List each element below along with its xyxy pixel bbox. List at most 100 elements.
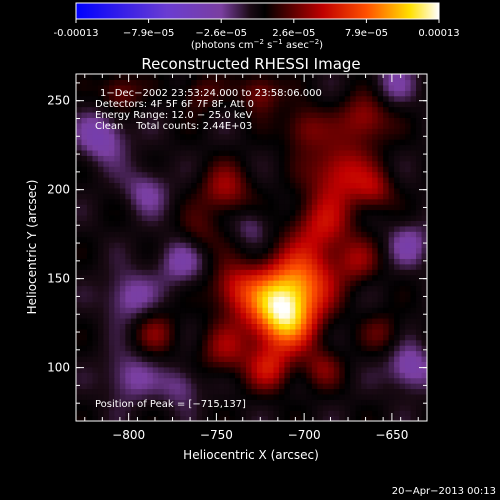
- heatmap-cell: [366, 280, 373, 287]
- heatmap-cell: [76, 149, 83, 156]
- heatmap-cell: [416, 166, 423, 173]
- heatmap-cell: [152, 290, 159, 297]
- heatmap-cell: [213, 236, 220, 243]
- heatmap-cell: [86, 377, 94, 384]
- heatmap-cell: [355, 166, 362, 173]
- heatmap-cell: [235, 111, 242, 118]
- heatmap-cell: [202, 106, 209, 113]
- heatmap-cell: [256, 177, 264, 184]
- heatmap-cell: [141, 193, 148, 200]
- heatmap-cell: [289, 128, 296, 135]
- heatmap-cell: [372, 84, 379, 91]
- heatmap-cell: [246, 393, 253, 400]
- heatmap-cell: [213, 171, 220, 178]
- heatmap-cell: [114, 377, 121, 384]
- heatmap-cell: [355, 79, 362, 86]
- heatmap-cell: [421, 415, 427, 421]
- heatmap-cell: [278, 269, 286, 276]
- heatmap-cell: [388, 334, 395, 341]
- heatmap-cell: [235, 361, 242, 368]
- heatmap-cell: [114, 404, 121, 411]
- heatmap-cell: [169, 372, 176, 379]
- heatmap-cell: [196, 101, 203, 108]
- heatmap-cell: [92, 166, 99, 173]
- heatmap-cell: [333, 220, 340, 227]
- heatmap-cell: [383, 280, 390, 287]
- heatmap-cell: [410, 177, 417, 184]
- heatmap-cell: [366, 193, 373, 200]
- heatmap-cell: [377, 225, 384, 232]
- heatmap-cell: [317, 280, 324, 287]
- heatmap-cell: [218, 317, 225, 325]
- heatmap-cell: [147, 122, 154, 129]
- heatmap-cell: [213, 296, 220, 303]
- heatmap-cell: [141, 95, 148, 102]
- heatmap-cell: [136, 214, 143, 221]
- heatmap-cell: [361, 345, 368, 352]
- heatmap-cell: [169, 193, 176, 200]
- heatmap-cell: [366, 74, 373, 81]
- heatmap-cell: [103, 117, 110, 124]
- heatmap-cell: [108, 225, 115, 232]
- heatmap-cell: [344, 144, 351, 151]
- heatmap-cell: [289, 133, 296, 140]
- heatmap-cell: [333, 139, 340, 146]
- heatmap-cell: [421, 301, 427, 308]
- heatmap-cell: [158, 242, 165, 249]
- heatmap-cell: [256, 404, 264, 411]
- heatmap-cell: [416, 128, 423, 135]
- heatmap-cell: [273, 155, 280, 162]
- heatmap-cell: [399, 182, 406, 189]
- heatmap-cell: [158, 111, 165, 118]
- heatmap-cell: [284, 404, 291, 411]
- heatmap-cell: [311, 383, 318, 390]
- heatmap-cell: [163, 160, 170, 167]
- heatmap-cell: [317, 323, 324, 330]
- heatmap-cell: [273, 269, 280, 276]
- heatmap-cell: [86, 155, 94, 162]
- heatmap-cell: [311, 280, 318, 287]
- heatmap-cell: [278, 290, 286, 297]
- heatmap-cell: [394, 101, 401, 108]
- heatmap-cell: [196, 312, 203, 319]
- heatmap-cell: [405, 274, 412, 281]
- heatmap-cell: [339, 377, 346, 384]
- heatmap-cell: [322, 84, 329, 91]
- heatmap-cell: [163, 366, 170, 373]
- heatmap-cell: [366, 285, 373, 292]
- heatmap-cell: [191, 149, 198, 156]
- heatmap-cell: [328, 334, 335, 341]
- heatmap-cell: [410, 101, 417, 108]
- heatmap-cell: [267, 404, 275, 411]
- heatmap-cell: [300, 79, 307, 86]
- heatmap-cell: [399, 242, 406, 249]
- heatmap-cell: [163, 111, 170, 118]
- heatmap-cell: [114, 350, 121, 357]
- heatmap-cell: [224, 301, 231, 308]
- heatmap-cell: [262, 252, 269, 259]
- heatmap-cell: [152, 177, 159, 184]
- heatmap-cell: [273, 312, 280, 319]
- heatmap-cell: [180, 160, 187, 167]
- heatmap-cell: [97, 252, 105, 259]
- heatmap-cell: [136, 236, 143, 243]
- heatmap-cell: [229, 139, 236, 146]
- heatmap-cell: [405, 231, 412, 238]
- heatmap-cell: [372, 225, 379, 232]
- heatmap-cell: [306, 345, 313, 352]
- heatmap-cell: [125, 377, 132, 384]
- heatmap-cell: [86, 307, 94, 314]
- heatmap-cell: [97, 301, 105, 308]
- heatmap-cell: [240, 242, 247, 249]
- heatmap-cell: [262, 366, 269, 373]
- heatmap-cell: [246, 182, 253, 189]
- heatmap-cell: [262, 171, 269, 178]
- heatmap-cell: [388, 117, 395, 124]
- heatmap-cell: [125, 95, 132, 102]
- heatmap-cell: [355, 280, 362, 287]
- heatmap-cell: [372, 317, 379, 325]
- heatmap-cell: [130, 117, 137, 124]
- heatmap-cell: [410, 166, 417, 173]
- heatmap-cell: [295, 252, 302, 259]
- heatmap-cell: [256, 377, 264, 384]
